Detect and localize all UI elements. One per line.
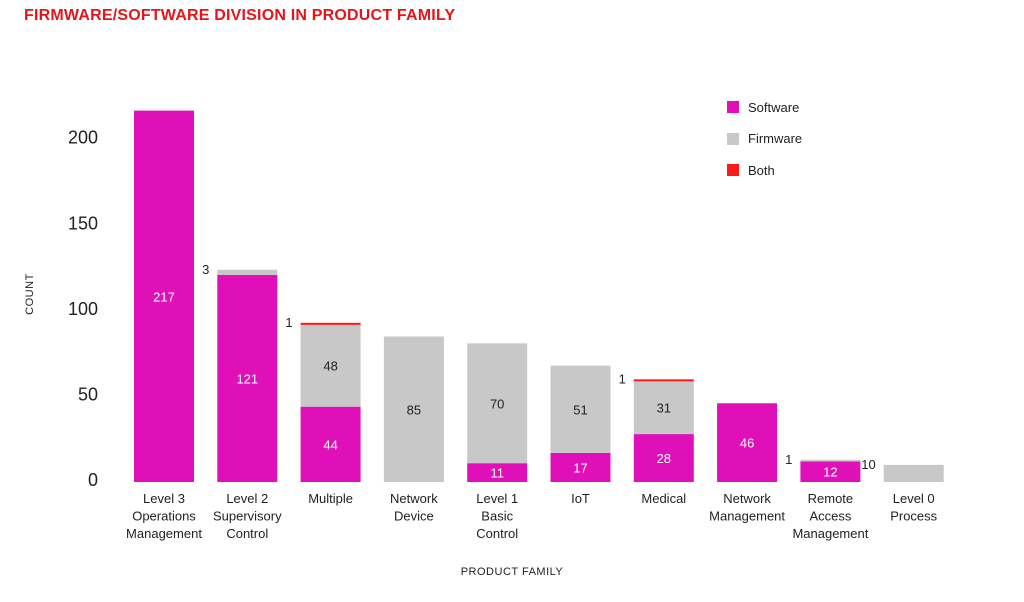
legend: Software Firmware Both bbox=[727, 96, 802, 191]
data-label-software: 46 bbox=[740, 436, 754, 451]
legend-label-software: Software bbox=[748, 99, 800, 115]
data-label-both: 1 bbox=[619, 371, 626, 386]
x-axis-label: PRODUCT FAMILY bbox=[460, 566, 564, 578]
legend-label-firmware: Firmware bbox=[748, 131, 803, 146]
bar-software bbox=[467, 463, 528, 482]
x-tick-label: Medical bbox=[641, 491, 686, 506]
data-label-firmware: 70 bbox=[490, 396, 504, 411]
legend-swatch-both bbox=[727, 164, 739, 176]
x-tick-label: Network Device bbox=[390, 491, 438, 524]
data-label-software: 44 bbox=[323, 437, 337, 452]
y-tick-label: 0 bbox=[88, 470, 98, 490]
y-tick-label: 100 bbox=[68, 299, 98, 319]
data-label-firmware: 31 bbox=[657, 401, 671, 416]
data-label-firmware: 48 bbox=[323, 359, 337, 374]
bar-both bbox=[300, 322, 361, 325]
bar-firmware bbox=[550, 365, 611, 453]
data-label-firmware: 3 bbox=[202, 262, 209, 277]
bar-software bbox=[550, 452, 611, 482]
legend-item-firmware: Firmware bbox=[727, 128, 802, 150]
x-tick-label: Remote Access Management bbox=[792, 491, 868, 541]
bar-software bbox=[800, 461, 861, 482]
data-label-software: 12 bbox=[823, 465, 837, 480]
bar-software bbox=[633, 434, 694, 482]
bar-firmware bbox=[883, 464, 944, 482]
data-label-software: 17 bbox=[573, 460, 587, 475]
legend-swatch-software bbox=[727, 101, 739, 113]
bar-firmware bbox=[300, 324, 361, 407]
bar-software bbox=[717, 403, 778, 482]
y-tick-label: 200 bbox=[68, 128, 98, 148]
data-label-firmware: 10 bbox=[861, 457, 875, 472]
bar-software bbox=[300, 406, 361, 482]
data-label-firmware: 85 bbox=[407, 402, 421, 417]
bar-firmware bbox=[383, 336, 444, 482]
data-label-software: 217 bbox=[153, 289, 175, 304]
bar-software bbox=[134, 110, 194, 483]
x-tick-label: Level 0 Process bbox=[890, 491, 937, 524]
legend-item-both: Both bbox=[727, 159, 802, 181]
bar-firmware bbox=[217, 269, 278, 275]
data-label-software: 11 bbox=[490, 466, 504, 481]
data-label-both: 1 bbox=[285, 315, 292, 330]
y-tick-label: 50 bbox=[78, 384, 98, 404]
legend-swatch-firmware bbox=[727, 132, 739, 145]
bar-both bbox=[633, 379, 694, 382]
x-tick-label: Network Management bbox=[709, 491, 785, 524]
bar-firmware bbox=[633, 381, 694, 435]
data-label-firmware: 51 bbox=[573, 402, 587, 417]
bar-firmware bbox=[800, 459, 861, 462]
chart-title: FIRMWARE/SOFTWARE DIVISION IN PRODUCT FA… bbox=[24, 7, 456, 24]
x-tick-label: IoT bbox=[571, 491, 590, 506]
data-label-firmware: 1 bbox=[785, 452, 792, 467]
bar-firmware bbox=[467, 343, 528, 464]
legend-label-both: Both bbox=[748, 162, 775, 178]
bar-software bbox=[217, 274, 278, 482]
x-tick-label: Level 1 Basic Control bbox=[476, 491, 518, 541]
y-tick-label: 150 bbox=[68, 213, 98, 233]
x-tick-label: Level 2 Supervisory Control bbox=[213, 491, 282, 541]
x-tick-label: Level 3 Operations Management bbox=[126, 491, 202, 541]
legend-item-software: Software bbox=[727, 96, 802, 118]
data-label-software: 121 bbox=[236, 371, 258, 386]
data-label-software: 28 bbox=[657, 451, 671, 466]
x-tick-label: Multiple bbox=[308, 491, 353, 506]
